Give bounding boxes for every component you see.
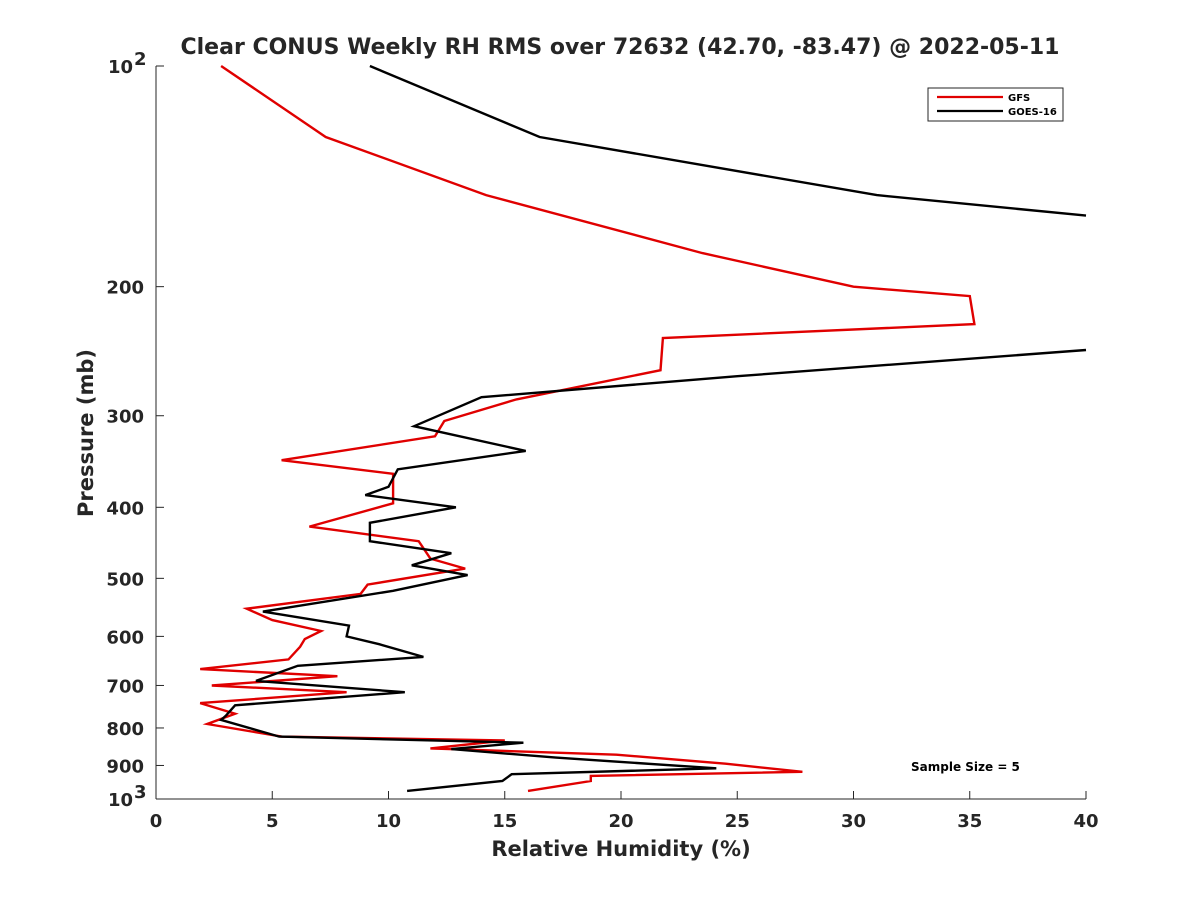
chart-title: Clear CONUS Weekly RH RMS over 72632 (42… [181, 35, 1060, 60]
y-axis-label: Pressure (mb) [74, 349, 98, 517]
y-tick-exponent: 2 [134, 49, 147, 70]
y-tick-exponent: 3 [134, 782, 147, 803]
x-tick-label: 0 [150, 811, 163, 832]
y-tick-label: 600 [106, 627, 144, 648]
y-tick-label: 800 [106, 719, 144, 740]
x-tick-label: 30 [841, 811, 866, 832]
x-axis-ticks: 0 5 10 15 20 25 30 35 40 [150, 791, 1099, 832]
x-tick-label: 20 [608, 811, 633, 832]
series-line-goes-16 [218, 64, 1087, 793]
y-tick-label: 700 [106, 676, 144, 697]
y-tick-label: 300 [106, 407, 144, 428]
sample-size-annotation: Sample Size = 5 [911, 760, 1020, 774]
x-axis-label: Relative Humidity (%) [491, 837, 750, 861]
y-tick-label: 400 [106, 498, 144, 519]
y-tick-label: 10 [108, 790, 133, 811]
series-line-gfs [199, 65, 976, 793]
x-tick-label: 35 [957, 811, 982, 832]
legend-label-goes16: GOES-16 [1008, 107, 1057, 118]
legend: GFS GOES-16 [927, 87, 1064, 122]
legend-label-gfs: GFS [1008, 93, 1030, 104]
x-tick-label: 10 [376, 811, 401, 832]
y-tick-label: 10 [108, 57, 133, 78]
series-layer [199, 64, 1087, 793]
x-tick-label: 40 [1073, 811, 1098, 832]
y-tick-label: 200 [106, 278, 144, 299]
plot-area [156, 66, 1086, 799]
y-tick-label: 900 [106, 756, 144, 777]
legend-box [927, 87, 1064, 122]
x-tick-label: 5 [266, 811, 279, 832]
x-tick-label: 25 [725, 811, 750, 832]
x-tick-label: 15 [492, 811, 517, 832]
y-tick-label: 500 [106, 569, 144, 590]
